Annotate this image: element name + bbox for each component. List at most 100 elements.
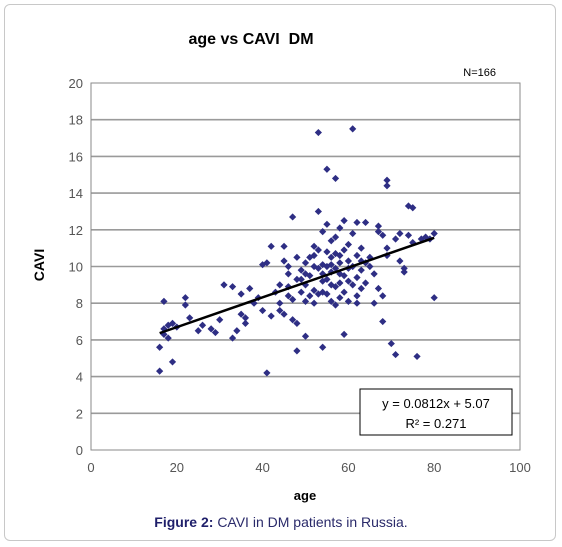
data-point — [246, 285, 253, 292]
data-point — [169, 358, 176, 365]
figure-label: Figure 2: — [154, 514, 213, 530]
y-tick-label: 4 — [76, 370, 83, 385]
data-point — [353, 252, 360, 259]
y-tick-label: 6 — [76, 333, 83, 348]
data-point — [263, 369, 270, 376]
data-point — [392, 351, 399, 358]
data-point — [349, 230, 356, 237]
data-point — [298, 289, 305, 296]
data-point — [336, 294, 343, 301]
data-point — [186, 314, 193, 321]
y-tick-label: 16 — [69, 149, 83, 164]
data-point — [383, 182, 390, 189]
data-point — [379, 292, 386, 299]
data-point — [379, 318, 386, 325]
data-point — [392, 235, 399, 242]
data-point — [315, 208, 322, 215]
data-point — [285, 263, 292, 270]
x-tick-label: 40 — [255, 460, 269, 475]
data-point — [413, 353, 420, 360]
data-point — [268, 312, 275, 319]
data-point — [259, 307, 266, 314]
y-tick-label: 8 — [76, 296, 83, 311]
trendline-equation: y = 0.0812x + 5.07 — [382, 396, 490, 411]
x-tick-label: 80 — [427, 460, 441, 475]
y-tick-label: 2 — [76, 406, 83, 421]
data-point — [358, 267, 365, 274]
data-point — [353, 274, 360, 281]
data-point — [431, 294, 438, 301]
data-point — [345, 241, 352, 248]
data-point — [371, 270, 378, 277]
y-tick-label: 12 — [69, 223, 83, 238]
data-point — [195, 327, 202, 334]
scatter-chart: age vs CAVI DM N=166 0 2 4 6 8 10 12 14 16 18 20 0… — [0, 0, 562, 512]
x-tick-label: 100 — [509, 460, 531, 475]
data-point — [315, 129, 322, 136]
data-point — [293, 347, 300, 354]
data-point — [396, 230, 403, 237]
data-point — [199, 322, 206, 329]
data-point — [336, 259, 343, 266]
y-tick-label: 0 — [76, 443, 83, 458]
data-point — [323, 221, 330, 228]
data-point — [332, 175, 339, 182]
data-point — [375, 285, 382, 292]
data-point — [285, 270, 292, 277]
x-tick-label: 20 — [170, 460, 184, 475]
data-point — [323, 248, 330, 255]
y-tick-label: 18 — [69, 113, 83, 128]
data-point — [280, 243, 287, 250]
figure-caption: Figure 2: CAVI in DM patients in Russia. — [0, 514, 562, 530]
data-point — [220, 281, 227, 288]
data-point — [238, 290, 245, 297]
data-point — [358, 245, 365, 252]
y-axis-label: CAVI — [31, 249, 47, 281]
equation-box: y = 0.0812x + 5.07 R² = 0.271 — [360, 389, 512, 435]
y-tick-label: 14 — [69, 186, 83, 201]
data-point — [280, 257, 287, 264]
data-point — [431, 230, 438, 237]
data-point — [341, 217, 348, 224]
y-tick-label: 20 — [69, 76, 83, 91]
data-point — [289, 213, 296, 220]
data-point — [371, 300, 378, 307]
data-point — [358, 285, 365, 292]
data-point — [276, 300, 283, 307]
data-point — [353, 219, 360, 226]
data-point — [276, 281, 283, 288]
data-point — [349, 125, 356, 132]
data-point — [302, 259, 309, 266]
data-point — [182, 294, 189, 301]
data-point — [156, 367, 163, 374]
chart-title: age vs CAVI DM — [188, 31, 313, 48]
y-axis: 0 2 4 6 8 10 12 14 16 18 20 — [69, 76, 83, 458]
data-point — [388, 340, 395, 347]
data-point — [383, 245, 390, 252]
data-point — [306, 292, 313, 299]
r-squared-label: R² = 0.271 — [405, 416, 466, 431]
trendline — [160, 238, 435, 333]
data-point — [362, 279, 369, 286]
x-tick-label: 60 — [341, 460, 355, 475]
data-point — [319, 344, 326, 351]
data-point — [341, 331, 348, 338]
data-point — [401, 268, 408, 275]
data-point — [345, 257, 352, 264]
data-point — [268, 243, 275, 250]
data-point — [353, 292, 360, 299]
gridlines — [91, 120, 520, 414]
data-point — [216, 316, 223, 323]
x-axis-label: age — [294, 488, 316, 503]
data-point — [405, 232, 412, 239]
data-point — [323, 166, 330, 173]
data-point — [353, 300, 360, 307]
data-point — [302, 333, 309, 340]
data-point — [396, 257, 403, 264]
data-point — [310, 300, 317, 307]
x-tick-label: 0 — [87, 460, 94, 475]
sample-size-annotation: N=166 — [463, 67, 496, 79]
data-point — [229, 283, 236, 290]
data-point — [233, 327, 240, 334]
x-axis: 0 20 40 60 80 100 — [87, 460, 530, 475]
